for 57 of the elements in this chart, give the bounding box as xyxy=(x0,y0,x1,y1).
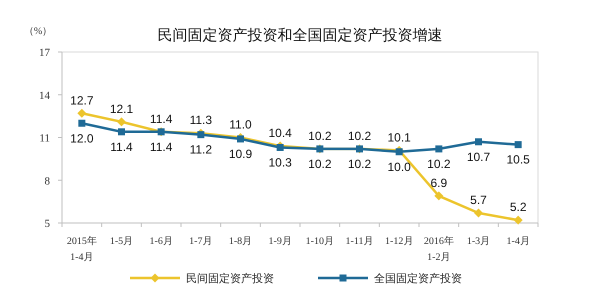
data-label: 5.7 xyxy=(470,193,488,208)
data-label: 11.3 xyxy=(190,113,212,128)
data-label: 10.2 xyxy=(308,156,332,171)
point xyxy=(514,216,523,225)
x-tick-label: 1-8月 xyxy=(228,236,252,247)
data-label: 10.7 xyxy=(466,150,490,164)
data-label: 10.9 xyxy=(228,146,252,161)
data-label: 11.4 xyxy=(110,140,134,154)
data-label: 10.2 xyxy=(427,156,451,171)
data-label: 12.7 xyxy=(70,93,94,108)
x-tick-label: 1-12月 xyxy=(384,236,414,247)
x-tick-label: 1-3月 xyxy=(466,236,490,247)
x-tick-label: 2016年 1-2月 xyxy=(424,235,454,263)
data-label: 10.1 xyxy=(387,130,412,144)
point xyxy=(475,138,482,146)
data-label: 10.0 xyxy=(387,160,412,174)
y-tick-label: 11 xyxy=(39,132,50,144)
x-tick-label: 1-10月 xyxy=(306,236,334,247)
point xyxy=(77,108,86,118)
legend-label: 民间固定资产投资 xyxy=(186,272,274,285)
data-label: 6.9 xyxy=(430,176,448,190)
x-tick-label: 2015年 1-4月 xyxy=(66,235,97,263)
point xyxy=(78,120,86,127)
data-label: 11.2 xyxy=(190,142,212,157)
data-label: 11.4 xyxy=(150,140,173,154)
y-tick-label: 17 xyxy=(39,47,50,59)
x-tick-label: 1-4月 xyxy=(506,236,530,247)
x-tick-label: 1-6月 xyxy=(149,236,173,247)
y-tick-label: 14 xyxy=(39,90,50,102)
data-label: 10.2 xyxy=(348,128,372,143)
x-tick-label: 1-11月 xyxy=(346,236,374,247)
data-label: 10.2 xyxy=(348,156,372,171)
x-tick-label: 1-7月 xyxy=(189,236,213,247)
legend-label: 全国固定资产投资 xyxy=(374,272,462,285)
data-label: 11.0 xyxy=(229,118,252,132)
point xyxy=(474,208,483,218)
point xyxy=(117,117,126,126)
x-tick-label: 1-5月 xyxy=(110,236,134,247)
x-tick-label: 1-9月 xyxy=(268,236,292,247)
y-tick-label: 5 xyxy=(44,218,50,230)
point xyxy=(434,191,444,200)
data-label: 11.4 xyxy=(150,112,173,126)
data-label: 12.1 xyxy=(110,102,134,116)
point xyxy=(435,145,442,152)
data-label: 12.0 xyxy=(70,131,94,146)
chart-title: 民间固定资产投资和全国固定资产投资增速 xyxy=(158,27,442,44)
data-label: 10.5 xyxy=(506,152,530,167)
point xyxy=(396,148,403,156)
data-label: 10.2 xyxy=(308,128,332,143)
y-tick-label: 8 xyxy=(44,175,50,188)
y-axis-title: （%） xyxy=(24,26,52,37)
data-label: 5.2 xyxy=(510,200,527,214)
point xyxy=(118,128,125,136)
data-label: 10.3 xyxy=(268,155,292,170)
point xyxy=(197,131,204,138)
point xyxy=(514,141,522,148)
data-label: 10.4 xyxy=(268,126,292,140)
